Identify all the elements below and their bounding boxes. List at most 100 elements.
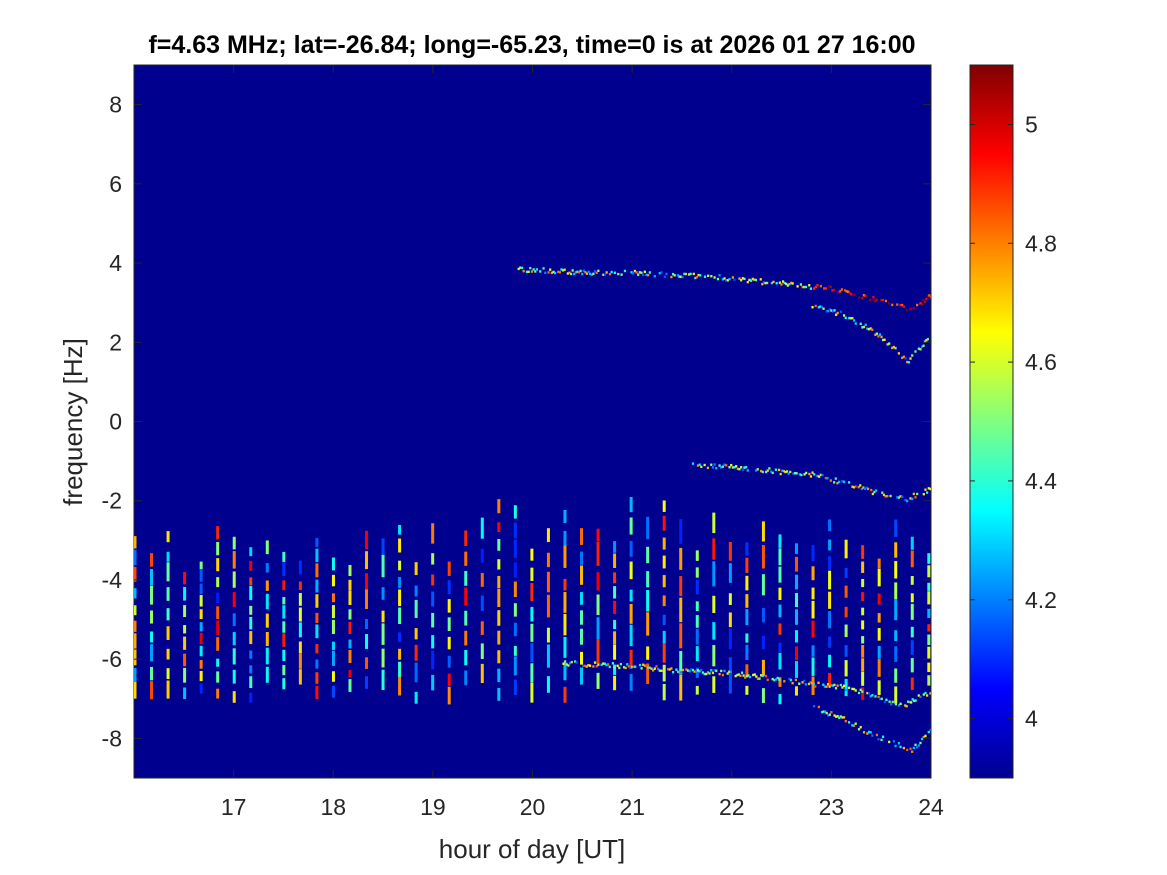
stripe-segment [150,644,154,662]
stripe-segment [745,644,749,660]
stripe-segment [613,631,617,645]
stripe-segment [811,620,815,638]
trace-point [711,671,715,675]
trace-point [707,274,710,277]
trace-point [877,695,880,699]
x-tick-label: 18 [320,794,346,820]
trace-point [833,683,836,687]
stripe-segment [679,650,683,675]
trace-point [904,704,907,707]
stripe-segment [530,643,534,663]
stripe-segment [894,519,898,537]
stripe-segment [150,585,154,605]
stripe-segment [398,677,402,696]
trace-point [711,466,715,469]
stripe-segment [844,645,848,657]
trace-point [791,681,794,685]
trace-point [710,463,713,466]
stripe-segment [662,644,666,663]
trace-point [735,465,738,468]
stripe-segment [513,562,517,578]
trace-point [906,309,909,312]
trace-point [836,482,839,485]
stripe-segment [381,669,385,690]
trace-point [583,664,587,668]
stripe-segment [795,593,799,608]
trace-point [691,462,695,465]
trace-point [697,273,700,277]
trace-point [929,728,931,732]
trace-point [617,272,620,276]
trace-point [774,678,778,681]
stripe-segment [398,538,402,553]
stripe-segment [134,536,137,549]
trace-point [600,663,603,666]
stripe-segment [348,679,352,692]
stripe-segment [662,614,666,625]
trace-point [745,465,748,469]
stripe-segment [695,580,699,595]
stripe-segment [134,682,137,699]
stripe-segment [712,622,716,640]
trace-point [862,486,865,489]
stripe-segment [414,691,418,704]
stripe-segment [150,610,154,624]
stripe-segment [778,677,782,687]
trace-point [923,340,927,343]
trace-point [927,487,930,490]
stripe-segment [331,671,335,682]
trace-point [676,274,679,277]
trace-point [896,303,899,306]
trace-point [926,337,929,341]
trace-point [754,469,758,472]
trace-point [611,662,615,665]
trace-point [869,731,872,734]
trace-point [777,468,781,472]
stripe-segment [331,593,335,603]
trace-point [906,360,909,364]
colorbar-tick-label: 4.6 [1025,349,1057,375]
trace-point [881,491,884,494]
trace-point [686,669,690,672]
trace-point [680,671,683,674]
stripe-segment [232,648,236,665]
stripe-segment [381,587,385,600]
trace-point [851,485,854,488]
y-tick-label: 2 [109,329,122,355]
stripe-segment [679,623,683,649]
stripe-segment [315,624,319,639]
trace-point [721,465,724,468]
trace-point [794,678,798,682]
stripe-segment [613,600,617,614]
stripe-segment [778,534,782,548]
stripe-segment [315,538,319,547]
stripe-segment [662,537,666,550]
trace-point [737,673,740,676]
trace-point [921,345,924,349]
stripe-segment [546,571,550,593]
stripe-segment [365,657,369,669]
trace-point [906,499,909,503]
trace-point [877,738,880,741]
stripe-segment [265,632,269,647]
stripe-segment [282,665,286,676]
stripe-segment [629,589,633,602]
trace-point [814,285,817,289]
trace-point [850,293,853,296]
trace-point [657,667,660,671]
trace-point [886,343,889,346]
trace-point [589,272,592,276]
trace-point [847,481,851,484]
trace-point [854,485,857,488]
stripe-segment [646,589,650,612]
stripe-segment [894,599,898,621]
stripe-segment [447,617,451,631]
stripe-segment [150,553,154,567]
trace-point [750,279,753,282]
trace-point [710,275,713,278]
stripe-segment [249,692,253,703]
trace-point [899,745,902,749]
stripe-segment [662,555,666,569]
stripe-segment [282,649,286,662]
